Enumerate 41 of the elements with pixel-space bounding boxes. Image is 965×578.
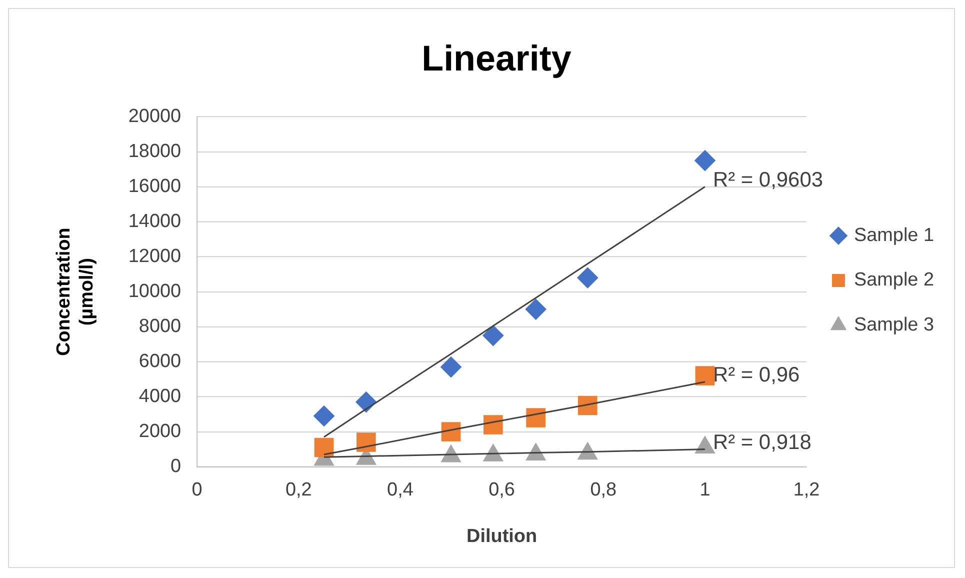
y-tick-label: 4000 — [138, 386, 182, 407]
legend-label: Sample 1 — [854, 224, 934, 246]
x-tick-label: 0,2 — [285, 479, 312, 500]
x-tick-label: 0,6 — [488, 479, 515, 500]
x-tick-label: 0,4 — [387, 479, 414, 500]
annotation: R² = 0,9603 — [712, 168, 824, 192]
y-tick-label: 8000 — [138, 316, 182, 337]
point — [578, 396, 598, 416]
point — [356, 432, 376, 452]
y-tick-label: 0 — [170, 456, 182, 477]
x-tick-label: 1,2 — [793, 479, 820, 500]
y-tick-label: 10000 — [128, 281, 182, 302]
point — [483, 415, 503, 434]
point — [525, 298, 546, 320]
point — [695, 366, 715, 386]
annotation: R² = 0,96 — [712, 364, 800, 387]
point — [694, 150, 716, 172]
annotation: R² = 0,918 — [712, 431, 812, 454]
y-tick-label: 18000 — [128, 141, 182, 162]
chart-title: Linearity — [422, 38, 572, 78]
x-tick-label: 0,8 — [590, 479, 617, 500]
x-axis-title: Dilution — [466, 526, 538, 547]
legend-label: Sample 3 — [854, 314, 934, 336]
y-tick-label: 6000 — [138, 351, 182, 372]
point — [482, 325, 504, 346]
y-tick-label: 12000 — [128, 246, 182, 268]
point — [314, 406, 334, 426]
point — [526, 408, 546, 428]
point — [577, 267, 598, 288]
y-tick-label: 2000 — [138, 420, 182, 442]
legend-label: Sample 2 — [854, 270, 934, 291]
y-tick-label: 16000 — [128, 176, 182, 198]
point — [440, 356, 462, 378]
x-tick-label: 0 — [192, 479, 202, 500]
y-tick-label: 14000 — [128, 211, 182, 232]
x-tick-label: 1 — [700, 479, 710, 500]
point — [356, 392, 377, 412]
point — [314, 438, 334, 458]
y-tick-label: 20000 — [128, 106, 182, 128]
y-axis-title: Concentration (µmol/l) — [53, 228, 98, 356]
point — [441, 422, 461, 442]
